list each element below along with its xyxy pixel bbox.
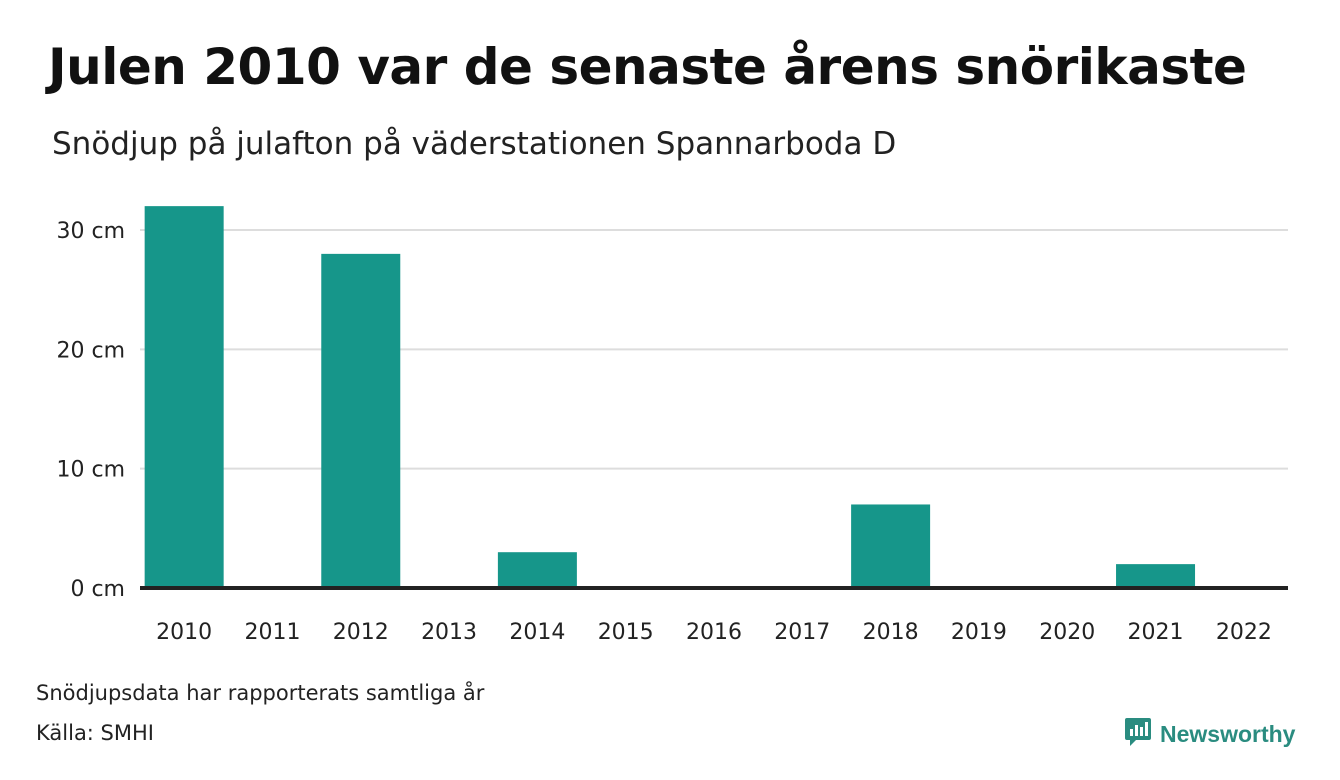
x-tick-label: 2022: [1216, 620, 1272, 645]
x-tick-label: 2011: [244, 620, 300, 645]
x-tick-label: 2015: [598, 620, 654, 645]
chart-subtitle: Snödjup på julafton på väderstationen Sp…: [52, 126, 897, 162]
footer-source: Källa: SMHI: [36, 721, 154, 745]
bar-2010: [144, 206, 224, 588]
bar-2014: [497, 552, 577, 588]
grid-lines: [140, 229, 1288, 470]
x-tick-label: 2020: [1039, 620, 1095, 645]
bar-chart: 0 cm 10 cm 20 cm 30 cm 2010 2011 2012 2013 2014…: [56, 206, 1288, 645]
brand[interactable]: Newsworthy: [1124, 716, 1295, 752]
bar-2012: [321, 253, 401, 588]
x-tick-label: 2018: [863, 620, 919, 645]
chart-title: Julen 2010 var de senaste årens snörikas…: [48, 38, 1247, 96]
x-tick-label: 2019: [951, 620, 1007, 645]
y-axis-ticks: 0 cm 10 cm 20 cm 30 cm: [56, 219, 125, 602]
footer-note: Snödjupsdata har rapporterats samtliga å…: [36, 681, 485, 705]
x-tick-label: 2012: [333, 620, 389, 645]
y-tick-label: 30 cm: [56, 219, 125, 244]
y-tick-label: 0 cm: [70, 577, 125, 602]
x-tick-label: 2016: [686, 620, 742, 645]
y-tick-label: 20 cm: [56, 338, 125, 363]
bar-2018: [851, 504, 931, 588]
newsworthy-logo-icon: [1124, 716, 1152, 752]
x-tick-label: 2021: [1128, 620, 1184, 645]
x-tick-label: 2010: [156, 620, 212, 645]
x-axis-ticks: 2010 2011 2012 2013 2014 2015 2016 2017 2018 2019…: [156, 620, 1272, 645]
bar-2021: [1116, 564, 1196, 588]
y-tick-label: 10 cm: [56, 458, 125, 483]
bars: [144, 206, 1196, 588]
x-tick-label: 2017: [774, 620, 830, 645]
x-tick-label: 2014: [509, 620, 565, 645]
x-tick-label: 2013: [421, 620, 477, 645]
brand-name: Newsworthy: [1160, 720, 1296, 747]
